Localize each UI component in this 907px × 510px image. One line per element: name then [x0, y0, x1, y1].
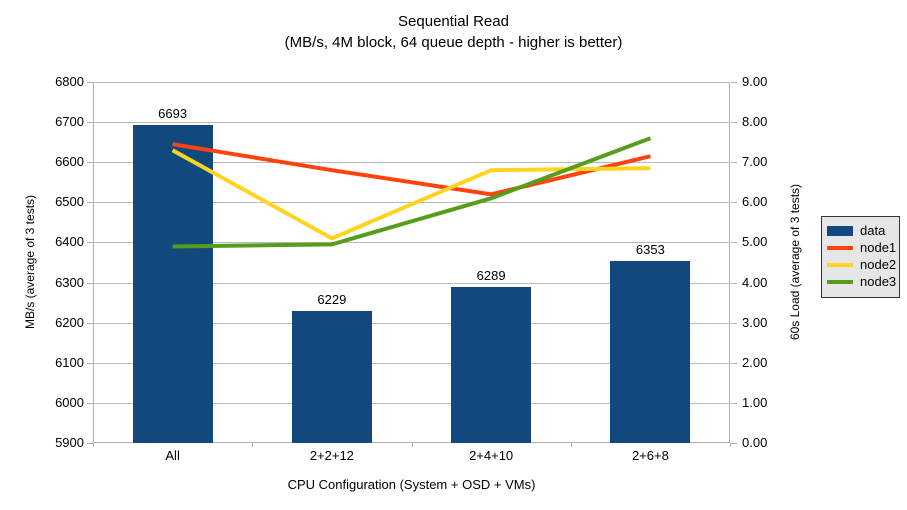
left-axis-tick-label: 6600: [55, 154, 84, 170]
bar-value-label: 6289: [476, 267, 506, 283]
gridline: [93, 162, 730, 164]
gridline: [93, 362, 730, 364]
right-tick-mark: [731, 362, 737, 364]
x-axis-tick-mark: [93, 443, 94, 447]
line-series-overlay: [171, 136, 652, 249]
right-tick-mark: [731, 122, 737, 124]
legend-swatch-node2: [827, 263, 853, 267]
left-axis-tick-label: 6400: [55, 234, 84, 250]
left-tick-mark: [87, 82, 93, 83]
chart-title: Sequential Read: [398, 13, 509, 30]
left-tick-mark: [87, 162, 93, 164]
left-axis-title: MB/s (average of 3 tests): [23, 194, 37, 329]
right-tick-mark: [731, 202, 737, 204]
right-axis-tick-label: 1.00: [742, 394, 768, 410]
right-tick-mark: [731, 443, 737, 444]
legend-swatch-node3: [827, 280, 853, 284]
gridline: [93, 82, 730, 83]
right-axis-tick-label: 4.00: [742, 274, 768, 290]
category-label-2+4+10: 2+4+10: [469, 448, 514, 463]
node1-line: [172, 142, 651, 197]
right-tick-mark: [731, 82, 737, 83]
bar-data-All: [132, 124, 213, 443]
gridline: [93, 242, 730, 244]
legend-label: node2: [860, 257, 897, 272]
x-axis-tick-mark: [252, 443, 254, 447]
plot-frame: [93, 82, 730, 443]
bar-value-label: 6693: [158, 105, 188, 121]
gridline: [93, 402, 730, 404]
legend: data node1 node2 node3: [821, 216, 900, 298]
bar-value-label: 6353: [635, 242, 665, 258]
legend-label: node3: [860, 274, 897, 289]
left-axis-tick-label: 6200: [55, 314, 84, 330]
gridline: [93, 282, 730, 284]
left-tick-mark: [87, 282, 93, 284]
right-axis-tick-label: 9.00: [742, 74, 768, 89]
right-tick-mark: [731, 242, 737, 244]
left-axis-tick-label: 6000: [55, 394, 84, 410]
legend-item-data: data: [827, 223, 899, 239]
left-tick-mark: [87, 362, 93, 364]
legend-item-node2: node2: [827, 257, 899, 273]
x-axis-tick-mark: [570, 443, 572, 447]
node3-line: [172, 136, 652, 249]
right-tick-mark: [731, 402, 737, 404]
left-tick-mark: [87, 242, 93, 244]
bar-data-2+6+8: [610, 261, 691, 443]
right-tick-mark: [731, 322, 737, 324]
right-axis-tick-label: 0.00: [742, 435, 768, 450]
right-axis-tick-label: 8.00: [742, 114, 768, 130]
left-axis-tick-label: 6700: [55, 114, 84, 130]
right-axis-tick-label: 5.00: [742, 234, 768, 250]
left-tick-mark: [87, 202, 93, 204]
legend-label: node1: [860, 240, 897, 255]
x-axis-tick-mark: [411, 443, 413, 447]
left-axis-tick-label: 6300: [55, 274, 84, 290]
left-tick-mark: [87, 122, 93, 124]
left-tick-mark: [87, 402, 93, 404]
category-label-All: All: [165, 448, 180, 463]
legend-swatch-data: [827, 226, 853, 236]
left-axis-tick-label: 6100: [55, 354, 84, 370]
right-axis-tick-label: 2.00: [742, 354, 768, 370]
left-axis-tick-label: 5900: [55, 435, 84, 450]
bar-value-label: 6229: [317, 292, 347, 308]
bar-data-2+2+12: [291, 311, 372, 443]
left-axis-tick-label: 6800: [55, 74, 84, 89]
x-axis-tick-mark: [730, 443, 731, 447]
bar-data-2+4+10: [451, 286, 532, 443]
category-label-2+6+8: 2+6+8: [631, 448, 669, 463]
legend-item-node1: node1: [827, 240, 899, 256]
right-tick-mark: [731, 162, 737, 164]
gridline: [93, 322, 730, 324]
right-tick-mark: [731, 282, 737, 284]
right-axis-tick-label: 3.00: [742, 314, 768, 330]
left-tick-mark: [87, 443, 93, 444]
chart-subtitle: (MB/s, 4M block, 64 queue depth - higher…: [284, 34, 623, 51]
right-axis-tick-label: 6.00: [742, 194, 768, 210]
right-axis-tick-label: 7.00: [742, 154, 768, 170]
plot-area: [93, 82, 730, 443]
legend-swatch-node1: [827, 246, 853, 250]
gridline: [93, 122, 730, 124]
left-axis-tick-label: 6500: [55, 194, 84, 210]
right-axis-title: 60s Load (average of 3 tests): [788, 183, 802, 340]
legend-item-node3: node3: [827, 274, 899, 290]
category-label-2+2+12: 2+2+12: [309, 448, 354, 463]
left-tick-mark: [87, 322, 93, 324]
x-axis-title: CPU Configuration (System + OSD + VMs): [287, 477, 536, 492]
legend-label: data: [860, 223, 886, 238]
